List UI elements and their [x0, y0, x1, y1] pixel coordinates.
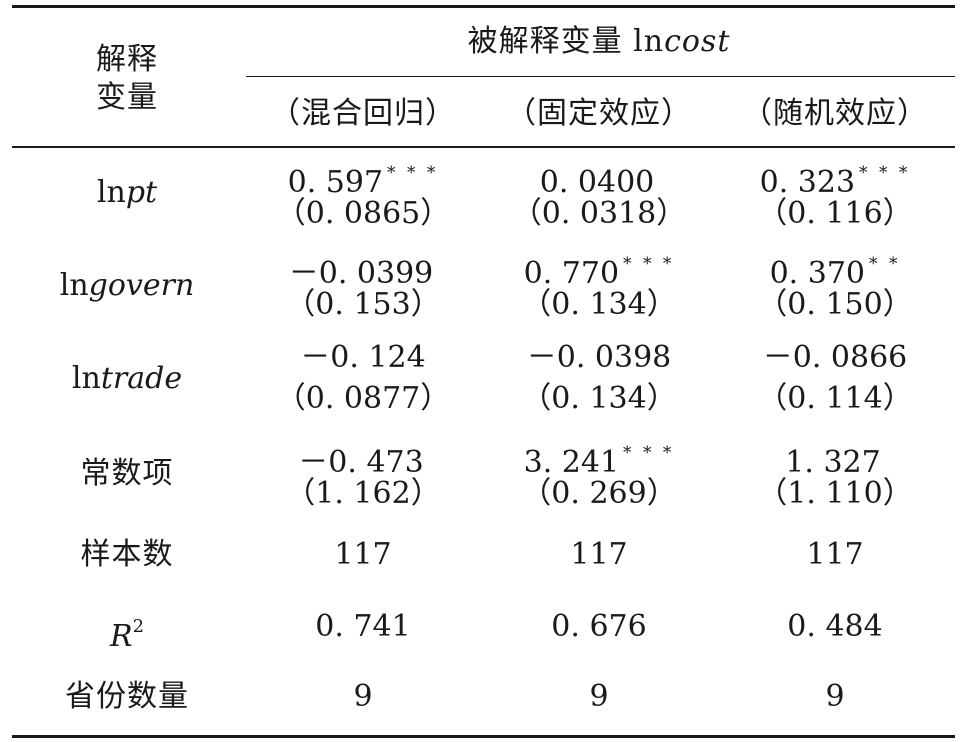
- stat-value: 0. 676: [551, 609, 647, 644]
- coef-value: －0. 124: [300, 340, 426, 375]
- top-rule: [12, 5, 955, 8]
- row-label-lngovern: lngovern: [24, 268, 230, 304]
- significance-stars: * * *: [623, 254, 675, 274]
- coef-value: 0. 0400: [539, 165, 655, 200]
- coef-cell: 3. 241 * * *: [486, 435, 712, 481]
- model-header-random: （随机效应）: [742, 96, 928, 131]
- significance-stars: * * *: [859, 163, 911, 183]
- var-name: pt: [125, 175, 158, 210]
- std-error: （0. 134）: [521, 381, 677, 416]
- stub-header-line1: 解释: [96, 42, 158, 77]
- model-header-fixed: （固定效应）: [506, 96, 692, 131]
- coef-value: －0. 0398: [526, 340, 672, 375]
- stat-value: 117: [806, 537, 864, 572]
- stat-value: 0. 741: [315, 609, 411, 644]
- std-error: （1. 110）: [757, 476, 913, 511]
- coef-cell: －0. 473: [250, 435, 476, 481]
- std-error: （1. 162）: [285, 476, 441, 511]
- std-error: （0. 116）: [757, 196, 913, 231]
- std-error: （0. 134）: [521, 287, 677, 322]
- dependent-var: cost: [664, 24, 731, 59]
- stub-header-line2: 变量: [96, 80, 158, 115]
- coef-value: 0. 597: [287, 165, 384, 200]
- r-symbol: R: [109, 619, 133, 654]
- coef-value: 0. 370: [769, 256, 865, 291]
- stat-value: 9: [589, 679, 609, 714]
- dependent-prefix: 被解释变量 ln: [467, 24, 665, 59]
- stat-label-r-squared: R2: [24, 609, 230, 655]
- var-name: trade: [100, 361, 183, 396]
- std-error: （0. 269）: [521, 476, 677, 511]
- stat-value: 117: [334, 537, 392, 572]
- stat-value: 9: [825, 679, 845, 714]
- std-error: （0. 0318）: [511, 196, 687, 231]
- std-error: （0. 0877）: [275, 381, 451, 416]
- stat-value: 9: [353, 679, 373, 714]
- coef-value: －0. 0399: [288, 256, 434, 291]
- stat-value: 0. 484: [787, 609, 883, 644]
- significance-stars: * * *: [623, 443, 675, 463]
- bottom-rule: [12, 735, 955, 738]
- r-exponent: 2: [132, 616, 145, 637]
- coef-value: －0. 0866: [762, 340, 908, 375]
- coef-cell: 0. 323 * * *: [722, 155, 948, 201]
- coef-value: －0. 473: [298, 445, 424, 480]
- coef-cell: 0. 597 * * *: [250, 155, 476, 201]
- row-label-constant: 常数项: [80, 456, 174, 491]
- dependent-variable-header: 被解释变量 lncost: [250, 24, 948, 60]
- coef-cell: 0. 770 * * *: [486, 246, 712, 292]
- row-label-lntrade: lntrade: [24, 361, 230, 397]
- significance-stars: * * *: [387, 163, 439, 183]
- std-error: （0. 114）: [757, 381, 913, 416]
- header-rule: [12, 146, 955, 148]
- var-prefix: ln: [96, 175, 126, 210]
- header-subrule: [246, 76, 955, 77]
- std-error: （0. 0865）: [275, 196, 451, 231]
- model-header-pooled: （混合回归）: [270, 96, 456, 131]
- var-name: govern: [88, 268, 195, 303]
- coef-cell: 0. 370 * *: [722, 246, 948, 292]
- stat-label-provinces: 省份数量: [65, 679, 189, 714]
- coef-value: 0. 770: [523, 256, 620, 291]
- std-error: （0. 150）: [757, 287, 913, 322]
- significance-stars: * *: [869, 254, 901, 274]
- coef-value: 0. 323: [759, 165, 856, 200]
- std-error: （0. 153）: [285, 287, 441, 322]
- stat-label-sample-size: 样本数: [80, 537, 174, 572]
- var-prefix: ln: [71, 361, 101, 396]
- var-prefix: ln: [59, 268, 89, 303]
- coef-cell: －0. 0399: [250, 246, 476, 292]
- coef-value: 1. 327: [785, 445, 881, 480]
- coef-cell: 1. 327: [722, 435, 948, 481]
- stat-value: 117: [570, 537, 628, 572]
- coef-value: 3. 241: [523, 445, 620, 480]
- row-label-lnpt: lnpt: [24, 175, 230, 211]
- coef-cell: 0. 0400: [486, 155, 712, 201]
